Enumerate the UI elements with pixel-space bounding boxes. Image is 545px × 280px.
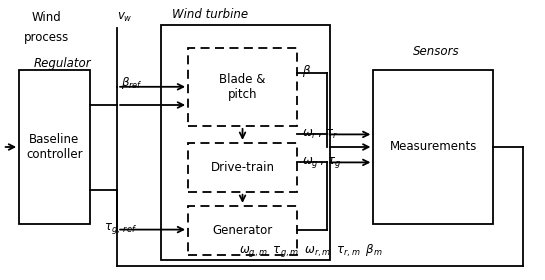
Bar <box>373 70 493 224</box>
Text: $\omega_g\,,\,\tau_g$: $\omega_g\,,\,\tau_g$ <box>302 155 342 170</box>
Text: process: process <box>23 31 69 44</box>
Bar <box>19 70 90 224</box>
Text: Blade &
pitch: Blade & pitch <box>219 73 266 101</box>
Text: Sensors: Sensors <box>413 45 459 58</box>
Text: Baseline
controller: Baseline controller <box>26 133 83 161</box>
Text: Wind: Wind <box>32 11 61 24</box>
Text: $v_w$: $v_w$ <box>117 11 133 24</box>
Text: Drive-train: Drive-train <box>210 161 275 174</box>
Text: Wind turbine: Wind turbine <box>172 8 248 21</box>
Bar <box>161 25 330 260</box>
Text: Measurements: Measurements <box>390 141 477 153</box>
Text: $\omega_{g,m}\;\;\tau_{g,m}\;\;\omega_{r,m}\;\;\tau_{r,m}\;\;\beta_m$: $\omega_{g,m}\;\;\tau_{g,m}\;\;\omega_{r… <box>239 242 383 259</box>
Bar <box>188 143 297 192</box>
Text: $\beta$: $\beta$ <box>302 63 312 80</box>
Text: $\beta_{ref}$: $\beta_{ref}$ <box>121 74 143 91</box>
Text: Generator: Generator <box>213 224 272 237</box>
Text: Regulator: Regulator <box>34 57 92 70</box>
Text: $\tau_{g,\;ref}$: $\tau_{g,\;ref}$ <box>104 221 137 236</box>
Text: $\omega_r\,,\,\tau_r$: $\omega_r\,,\,\tau_r$ <box>302 128 339 141</box>
Bar <box>188 206 297 255</box>
Bar <box>188 48 297 126</box>
